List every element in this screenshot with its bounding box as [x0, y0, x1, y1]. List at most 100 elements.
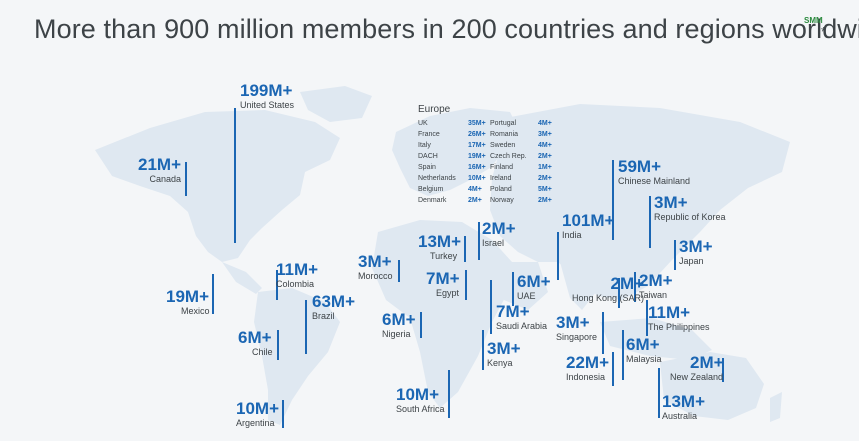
japan-leader-line: [674, 240, 676, 270]
marker-israel: 2M+ Israel: [482, 220, 516, 249]
marker-value: 13M+: [418, 232, 461, 251]
marker-colombia: 11M+ Colombia: [276, 261, 318, 290]
marker-label: India: [562, 230, 582, 240]
marker-label: Nigeria: [382, 329, 411, 339]
marker-label: Taiwan: [639, 290, 668, 300]
arabia-landmass: [492, 262, 548, 310]
marker-label: Chile: [252, 347, 273, 357]
europe-country: Poland: [490, 186, 512, 193]
marker-label: Brazil: [312, 311, 335, 321]
europe-value: 3M+: [538, 131, 552, 138]
marker-label: Japan: [679, 256, 704, 266]
marker-label: Argentina: [236, 418, 275, 428]
marker-south-africa: 10M+ South Africa: [396, 386, 445, 415]
new-zealand-leader-line: [722, 358, 724, 382]
europe-country: Sweden: [490, 142, 516, 149]
marker-label: New Zealand: [670, 372, 724, 382]
europe-country: UK: [418, 120, 428, 127]
marker-chile: 6M+ Chile: [238, 329, 273, 358]
indonesia-leader-line: [612, 352, 614, 386]
marker-label: Chinese Mainland: [618, 176, 691, 186]
europe-title: Europe: [418, 104, 451, 115]
marker-value: 199M+: [240, 81, 293, 100]
marker-value: 6M+: [238, 328, 272, 347]
marker-turkey: 13M+ Turkey: [418, 233, 461, 262]
marker-value: 2M+: [690, 353, 724, 372]
europe-table: UK 35M+ Portugal 4M+ France 26M+ Romania 3M+ Ita…: [418, 119, 558, 206]
europe-value: 2M+: [538, 153, 552, 160]
marker-value: 10M+: [396, 385, 439, 404]
title-superscript: *: [821, 24, 827, 39]
india-landmass: [560, 262, 600, 310]
marker-value: 3M+: [679, 237, 713, 256]
africa-landmass: [372, 220, 512, 408]
new-zealand-landmass: [770, 392, 782, 422]
uae-leader-line: [512, 272, 514, 306]
marker-hong-kong: 2M+ Hong Kong (SAR): [572, 275, 644, 304]
europe-value: 2M+: [468, 197, 482, 204]
marker-egypt: 7M+ Egypt: [426, 270, 460, 299]
marker-label: UAE: [517, 291, 536, 301]
marker-the-philippines: 11M+ The Philippines: [648, 304, 710, 333]
marker-indonesia: 22M+ Indonesia: [566, 354, 609, 383]
europe-landmass: [392, 108, 520, 196]
taiwan-leader-line: [634, 272, 636, 302]
europe-value: 4M+: [538, 142, 552, 149]
europe-value: 16M+: [468, 164, 486, 171]
nigeria-leader-line: [420, 312, 422, 338]
marker-value: 7M+: [426, 269, 460, 288]
singapore-leader-line: [602, 312, 604, 354]
europe-country: Spain: [418, 164, 436, 171]
egypt-leader-line: [465, 270, 467, 300]
marker-value: 22M+: [566, 353, 609, 372]
marker-japan: 3M+ Japan: [679, 238, 713, 267]
marker-label: Indonesia: [566, 372, 606, 382]
europe-country: Portugal: [490, 120, 517, 127]
marker-india: 101M+ India: [562, 212, 614, 241]
europe-value: 10M+: [468, 175, 486, 182]
europe-value: 1M+: [538, 164, 552, 171]
marker-label: The Philippines: [648, 322, 710, 332]
marker-label: Turkey: [430, 251, 458, 261]
marker-value: 6M+: [626, 335, 660, 354]
europe-country: Finland: [490, 164, 513, 171]
marker-value: 6M+: [382, 310, 416, 329]
marker-label: Kenya: [487, 358, 513, 368]
marker-label: Canada: [149, 174, 181, 184]
argentina-leader-line: [282, 400, 284, 428]
europe-country: Italy: [418, 142, 431, 149]
marker-label: United States: [240, 100, 295, 110]
india-leader-line: [557, 232, 559, 280]
marker-value: 3M+: [654, 193, 688, 212]
mexico-leader-line: [212, 274, 214, 314]
marker-label: Morocco: [358, 271, 393, 281]
marker-value: 2M+: [639, 271, 673, 290]
europe-country: Denmark: [418, 197, 447, 204]
marker-new-zealand: 2M+ New Zealand: [670, 354, 724, 383]
marker-value: 6M+: [517, 272, 551, 291]
europe-value: 19M+: [468, 153, 486, 160]
canada-leader-line: [185, 162, 187, 196]
europe-country: Ireland: [490, 175, 512, 182]
marker-value: 11M+: [648, 303, 691, 322]
marker-value: 3M+: [487, 339, 521, 358]
marker-label: Israel: [482, 238, 505, 248]
republic-of-korea-leader-line: [649, 196, 651, 248]
marker-uae: 6M+ UAE: [517, 273, 551, 302]
marker-morocco: 3M+ Morocco: [358, 253, 393, 282]
the-philippines-leader-line: [646, 300, 648, 336]
europe-breakdown: Europe UK 35M+ Portugal 4M+ France 26M+ Romani…: [418, 104, 558, 206]
malaysia-leader-line: [622, 330, 624, 380]
europe-value: 2M+: [538, 175, 552, 182]
marker-label: Saudi Arabia: [496, 321, 548, 331]
marker-australia: 13M+ Australia: [662, 393, 705, 422]
greenland-landmass: [300, 86, 372, 122]
marker-value: 3M+: [358, 252, 392, 271]
south-america-landmass: [254, 288, 340, 425]
marker-value: 59M+: [618, 157, 661, 176]
central-america-landmass: [222, 262, 262, 294]
brazil-leader-line: [305, 300, 307, 354]
south-africa-leader-line: [448, 370, 450, 418]
marker-label: South Africa: [396, 404, 445, 414]
marker-label: Colombia: [276, 279, 315, 289]
